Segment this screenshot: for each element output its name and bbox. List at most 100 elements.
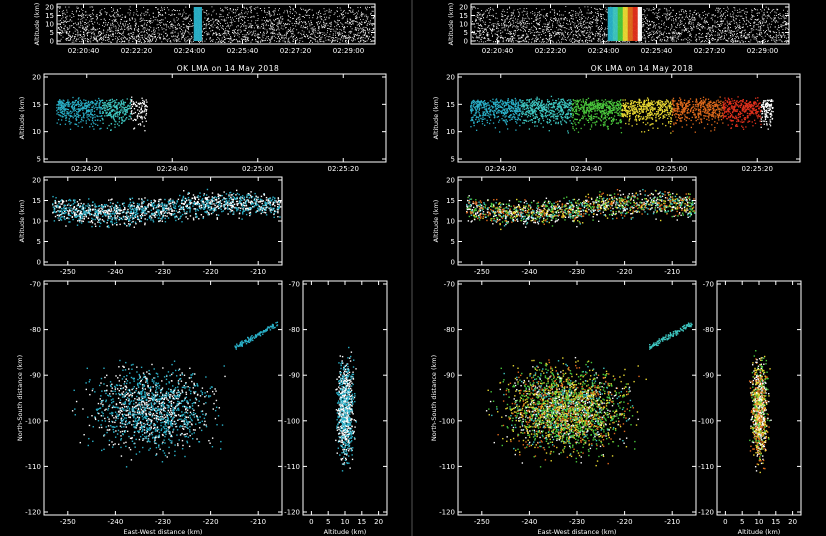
data-point bbox=[239, 202, 241, 204]
data-point bbox=[115, 26, 117, 28]
data-point bbox=[160, 38, 162, 40]
data-point bbox=[188, 39, 190, 41]
data-point bbox=[214, 204, 216, 207]
data-point bbox=[108, 29, 110, 31]
data-point bbox=[241, 38, 243, 40]
data-point bbox=[98, 107, 101, 109]
data-point bbox=[113, 216, 116, 219]
data-point bbox=[161, 8, 163, 10]
data-point bbox=[75, 123, 78, 126]
data-point bbox=[273, 35, 275, 37]
data-point bbox=[78, 23, 80, 25]
data-point bbox=[195, 203, 198, 206]
data-point bbox=[98, 31, 100, 33]
data-point bbox=[310, 20, 312, 22]
data-point bbox=[287, 40, 289, 42]
data-point bbox=[354, 21, 356, 22]
data-point bbox=[183, 27, 185, 29]
data-point bbox=[88, 210, 90, 213]
data-point bbox=[182, 35, 184, 37]
data-point bbox=[184, 32, 186, 34]
data-point bbox=[229, 203, 231, 205]
data-point bbox=[174, 9, 175, 11]
data-point bbox=[230, 8, 231, 10]
data-point bbox=[103, 212, 106, 215]
data-point bbox=[173, 212, 176, 215]
data-point bbox=[233, 19, 234, 21]
data-point bbox=[216, 27, 218, 29]
data-point bbox=[327, 28, 328, 29]
data-point bbox=[277, 22, 279, 24]
highlight-bar bbox=[197, 7, 199, 41]
data-point bbox=[354, 27, 356, 29]
data-point bbox=[212, 211, 214, 214]
data-point bbox=[61, 199, 63, 202]
data-point bbox=[62, 116, 64, 118]
data-point bbox=[302, 27, 304, 29]
data-point bbox=[87, 22, 89, 24]
data-point bbox=[185, 6, 187, 8]
data-point bbox=[318, 21, 320, 23]
data-point bbox=[164, 38, 166, 40]
data-point bbox=[129, 115, 131, 117]
data-point bbox=[173, 207, 176, 209]
data-point bbox=[118, 216, 121, 219]
data-point bbox=[188, 203, 190, 205]
data-point bbox=[188, 28, 189, 30]
data-point bbox=[259, 200, 261, 203]
data-point bbox=[114, 110, 116, 112]
data-point bbox=[355, 28, 357, 30]
data-point bbox=[108, 215, 111, 218]
data-point bbox=[293, 28, 295, 29]
data-point bbox=[349, 36, 351, 38]
data-point bbox=[182, 23, 184, 25]
data-point bbox=[218, 19, 220, 21]
data-point bbox=[146, 378, 149, 381]
data-point bbox=[123, 107, 126, 109]
data-point bbox=[158, 212, 160, 214]
data-point bbox=[163, 206, 165, 209]
data-point bbox=[61, 32, 63, 34]
data-point bbox=[97, 210, 100, 212]
data-point bbox=[116, 112, 118, 115]
data-point bbox=[279, 201, 282, 203]
data-point bbox=[60, 29, 62, 31]
data-point bbox=[217, 193, 219, 195]
data-point bbox=[77, 22, 79, 24]
data-point bbox=[204, 197, 207, 199]
data-point bbox=[256, 200, 258, 202]
data-point bbox=[181, 16, 183, 18]
data-point bbox=[60, 210, 63, 212]
data-point bbox=[158, 435, 160, 437]
data-point bbox=[367, 24, 368, 26]
data-point bbox=[170, 41, 172, 43]
data-point bbox=[87, 16, 88, 18]
data-point bbox=[278, 29, 280, 31]
data-point bbox=[308, 30, 310, 32]
data-point bbox=[76, 8, 78, 9]
data-point bbox=[241, 199, 243, 202]
data-point bbox=[312, 38, 314, 40]
data-point bbox=[79, 213, 81, 215]
data-point bbox=[92, 105, 95, 107]
data-point bbox=[154, 207, 157, 209]
data-point bbox=[178, 208, 181, 211]
data-point bbox=[196, 215, 198, 218]
data-point bbox=[182, 196, 185, 199]
data-point bbox=[130, 210, 132, 213]
data-point bbox=[176, 216, 178, 218]
data-point bbox=[145, 20, 147, 21]
data-point bbox=[190, 19, 192, 21]
data-point bbox=[64, 109, 66, 112]
data-point bbox=[145, 207, 147, 210]
data-point bbox=[248, 33, 250, 35]
data-point bbox=[136, 115, 138, 118]
data-point bbox=[182, 208, 185, 211]
data-point bbox=[97, 214, 99, 216]
data-point bbox=[64, 105, 67, 107]
data-point bbox=[147, 204, 149, 207]
data-point bbox=[124, 101, 127, 104]
data-point bbox=[106, 102, 108, 105]
data-point bbox=[323, 41, 325, 43]
data-point bbox=[221, 33, 223, 35]
